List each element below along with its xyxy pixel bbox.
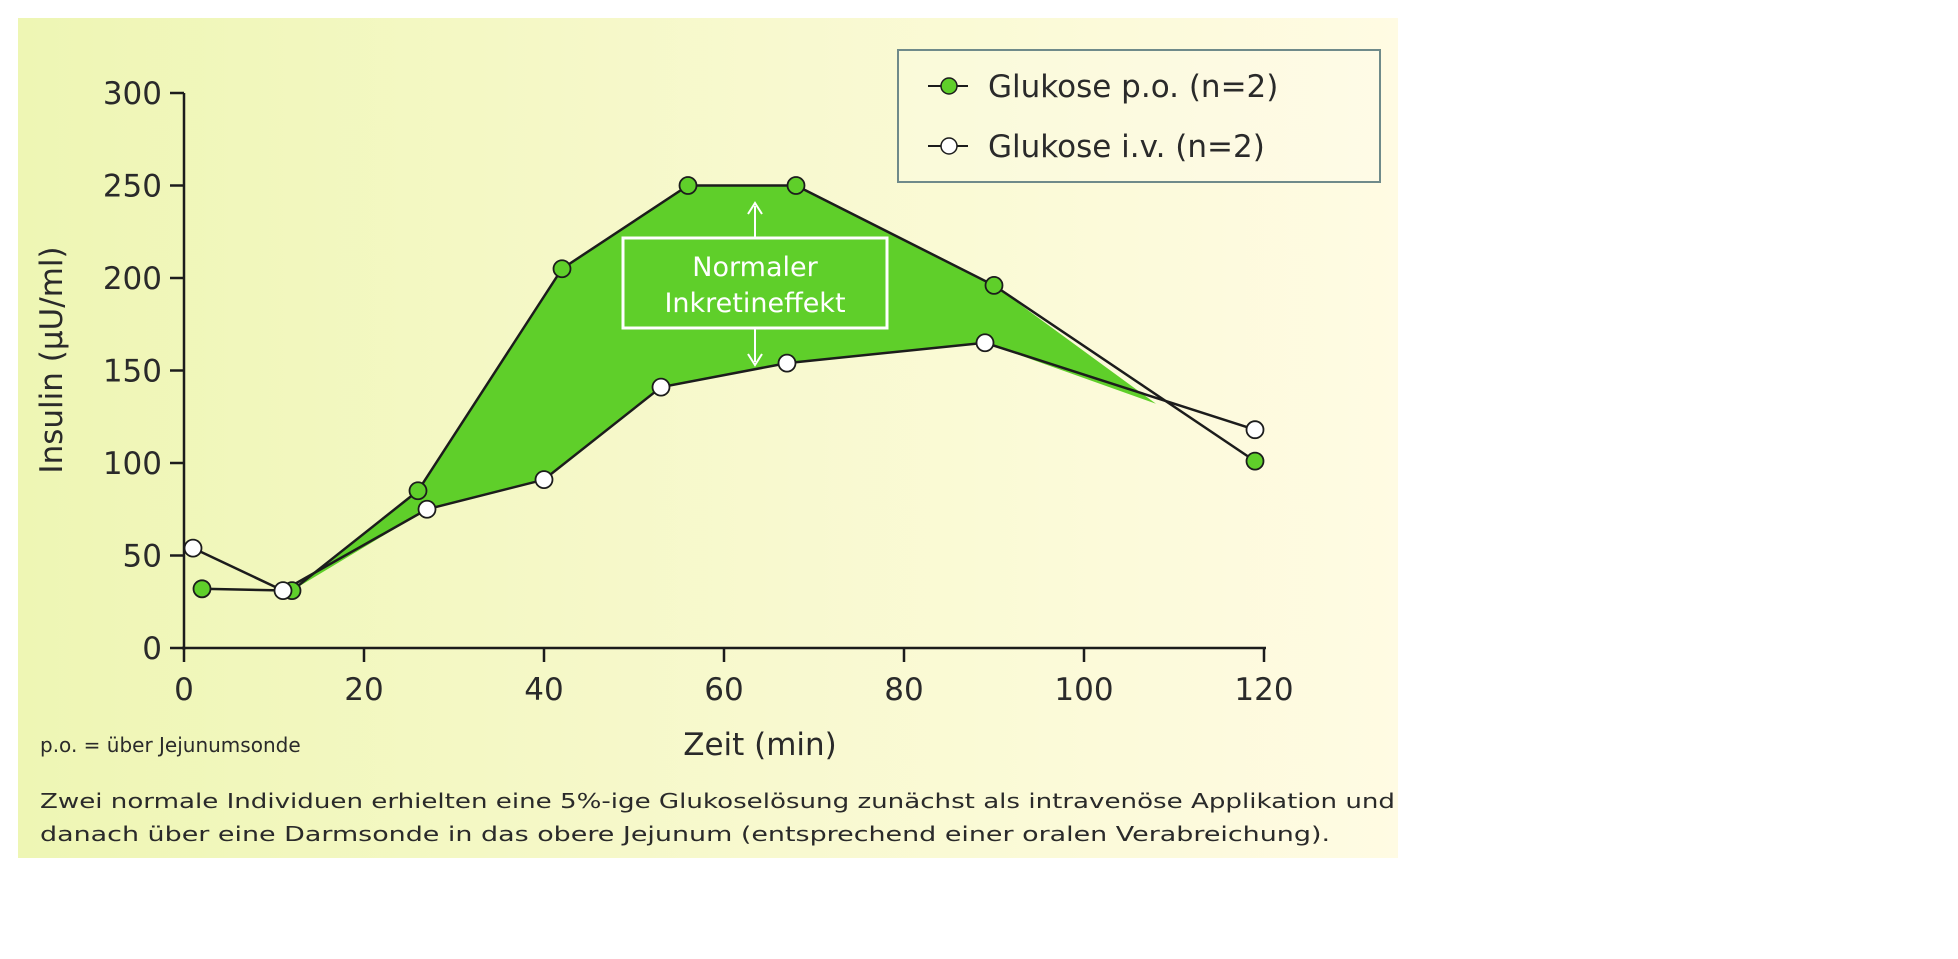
annotation-arrow-down <box>747 328 763 367</box>
axes: 0 50 100 150 200 250 300 0 20 40 60 80 100 120 <box>103 76 1294 708</box>
data-point-po-2 <box>408 481 428 501</box>
y-tick-label-100: 100 <box>103 446 162 482</box>
legend-marker-iv <box>940 137 958 155</box>
data-point-po-3 <box>552 259 572 279</box>
annotation-arrow-up <box>747 201 763 238</box>
x-tick-label-0: 0 <box>174 672 194 708</box>
x-tick-label-120: 120 <box>1234 672 1293 708</box>
y-tick-label-300: 300 <box>103 76 162 112</box>
x-tick-label-20: 20 <box>344 672 383 708</box>
series-line-iv <box>192 341 1256 593</box>
legend: Glukose p.o. (n=2) Glukose i.v. (n=2) <box>897 49 1381 183</box>
data-point-po-7 <box>1245 451 1265 471</box>
y-tick-label-250: 250 <box>103 169 162 205</box>
x-tick-label-100: 100 <box>1054 672 1113 708</box>
series-layer <box>183 176 1265 601</box>
y-tick-label-50: 50 <box>123 539 162 575</box>
x-tick-label-80: 80 <box>884 672 923 708</box>
data-point-iv-0 <box>183 538 203 558</box>
legend-label-po: Glukose p.o. (n=2) <box>988 69 1278 105</box>
data-point-po-4 <box>678 176 698 195</box>
y-axis-title: Insulin (µU/ml) <box>34 246 70 473</box>
x-axis-title: Zeit (min) <box>683 727 837 763</box>
annotation-line-2: Inkretineffekt <box>664 288 845 319</box>
data-point-iv-2 <box>417 499 437 519</box>
data-point-po-6 <box>984 275 1004 295</box>
legend-marker-po <box>940 77 958 95</box>
incretin-effect-area-layer <box>292 185 1156 591</box>
data-point-iv-7 <box>1245 420 1265 440</box>
data-point-po-0 <box>192 579 212 599</box>
y-tick-label-0: 0 <box>142 631 162 667</box>
data-point-iv-3 <box>534 470 554 490</box>
annotation-box: Normaler Inkretineffekt <box>621 201 889 367</box>
chart-background <box>18 18 1398 858</box>
data-point-iv-4 <box>651 377 671 397</box>
data-point-po-5 <box>786 176 806 195</box>
x-tick-label-40: 40 <box>524 672 563 708</box>
annotation-line-1: Normaler <box>692 252 818 283</box>
y-tick-label-150: 150 <box>103 354 162 390</box>
abbreviation-note: p.o. = über Jejunumsonde <box>40 733 301 757</box>
legend-label-iv: Glukose i.v. (n=2) <box>988 129 1265 165</box>
y-tick-label-200: 200 <box>103 261 162 297</box>
data-point-iv-6 <box>975 333 995 353</box>
data-point-iv-5 <box>777 353 797 373</box>
caption-line-1: Zwei normale Individuen erhielten eine 5… <box>40 789 1395 813</box>
caption-line-2: danach über eine Darmsonde in das obere … <box>40 822 1330 846</box>
x-tick-label-60: 60 <box>704 672 743 708</box>
incretin-effect-area <box>292 185 1156 591</box>
legend-box <box>897 49 1381 183</box>
data-point-iv-1 <box>273 581 293 601</box>
